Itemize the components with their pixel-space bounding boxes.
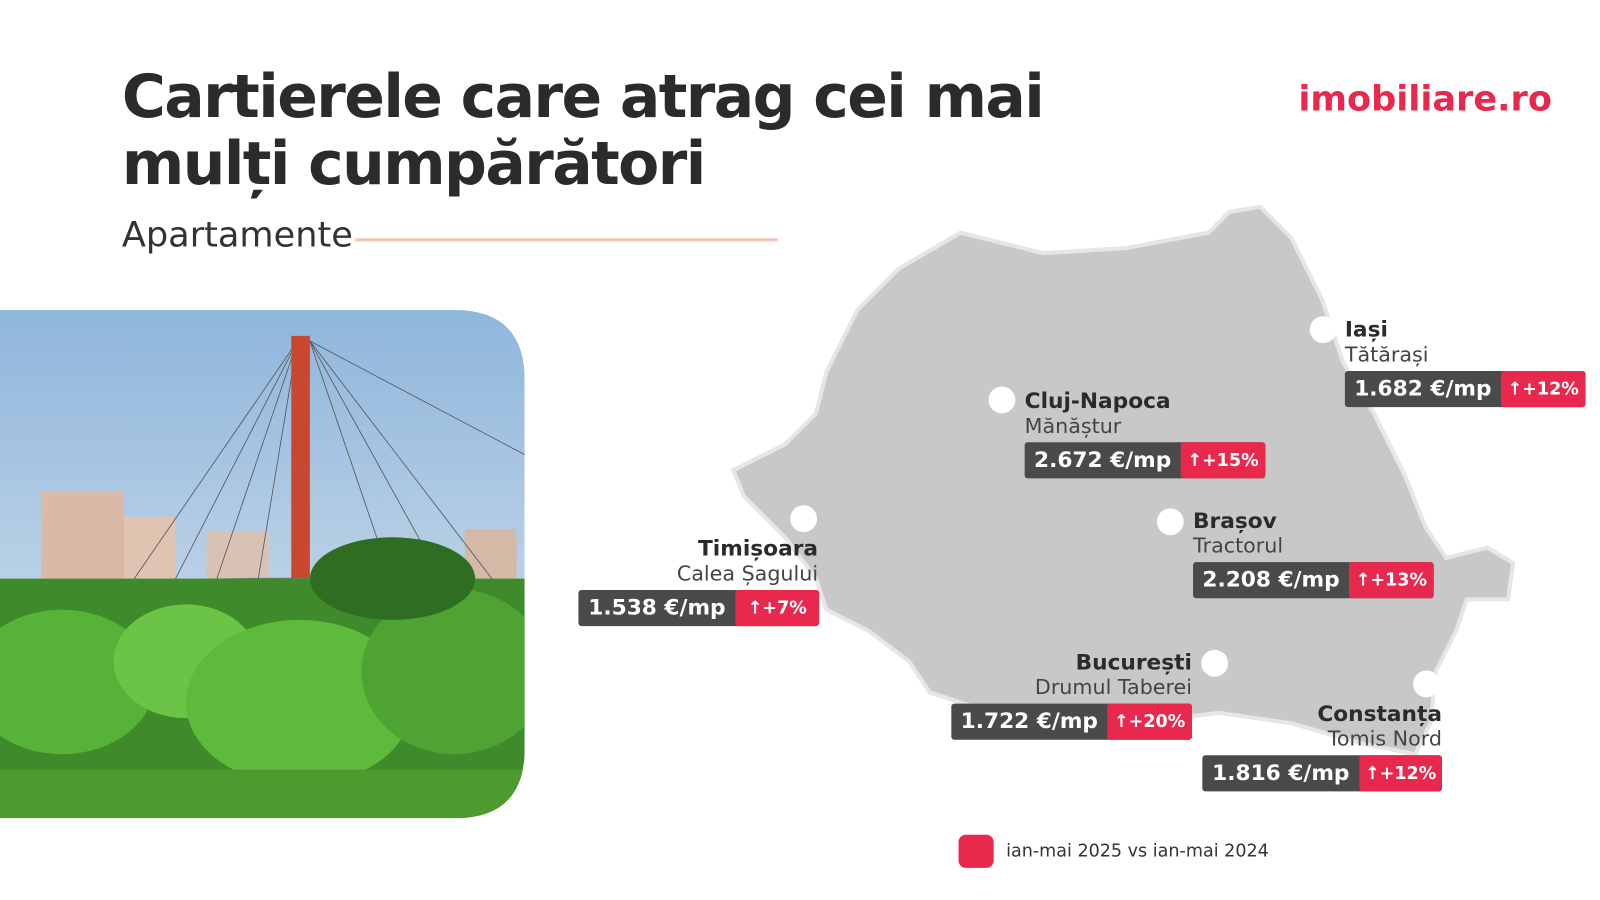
price: 2.672 €/mp bbox=[1034, 448, 1171, 473]
legend-swatch bbox=[958, 834, 994, 868]
change-box bbox=[1348, 562, 1434, 599]
change-box bbox=[1107, 703, 1192, 740]
subtitle: Apartamente bbox=[122, 215, 353, 256]
city-pin bbox=[1413, 670, 1440, 698]
price: 1.816 €/mp bbox=[1212, 761, 1349, 786]
district-name: Mănăștur bbox=[1025, 414, 1122, 438]
city-pin bbox=[1156, 508, 1184, 536]
city-name: Timișoara bbox=[698, 537, 818, 562]
title-line: Cartierele care atrag cei mai bbox=[122, 62, 1043, 132]
district-name: Drumul Taberei bbox=[1035, 675, 1192, 699]
price: 1.682 €/mp bbox=[1354, 377, 1491, 402]
city-pin bbox=[1309, 316, 1337, 344]
price: 2.208 €/mp bbox=[1202, 568, 1339, 593]
city-name: Cluj-Napoca bbox=[1025, 389, 1171, 414]
district-name: Tomis Nord bbox=[1327, 727, 1442, 751]
city-pin bbox=[988, 386, 1016, 414]
city-name: Brașov bbox=[1193, 509, 1277, 534]
district-name: Tătărași bbox=[1344, 342, 1429, 366]
change-box bbox=[1359, 755, 1442, 792]
change-box bbox=[1500, 370, 1586, 408]
city-name: Constanța bbox=[1317, 702, 1442, 727]
change: ↑+7% bbox=[748, 599, 808, 619]
change: ↑+15% bbox=[1187, 451, 1259, 471]
city-pin bbox=[1201, 649, 1229, 677]
photo bbox=[0, 310, 525, 819]
change: ↑+12% bbox=[1365, 764, 1437, 784]
district-name: Tractorul bbox=[1192, 534, 1283, 558]
price: 1.722 €/mp bbox=[961, 709, 1098, 734]
change-box bbox=[1180, 442, 1266, 479]
price: 1.538 €/mp bbox=[588, 596, 725, 621]
city-name: București bbox=[1076, 650, 1192, 675]
district-name: Calea Șagului bbox=[677, 561, 818, 585]
romania-map bbox=[730, 204, 1516, 757]
change: ↑+20% bbox=[1114, 712, 1186, 732]
change: ↑+12% bbox=[1507, 380, 1579, 400]
legend-label: ian-mai 2025 vs ian-mai 2024 bbox=[1006, 841, 1269, 861]
city-name: Iași bbox=[1345, 318, 1388, 343]
change: ↑+13% bbox=[1356, 571, 1428, 591]
title-line: mulți cumpărători bbox=[122, 129, 705, 199]
change-box bbox=[735, 589, 820, 627]
logo: imobiliare.ro bbox=[1298, 78, 1552, 119]
city-pin bbox=[790, 505, 818, 533]
